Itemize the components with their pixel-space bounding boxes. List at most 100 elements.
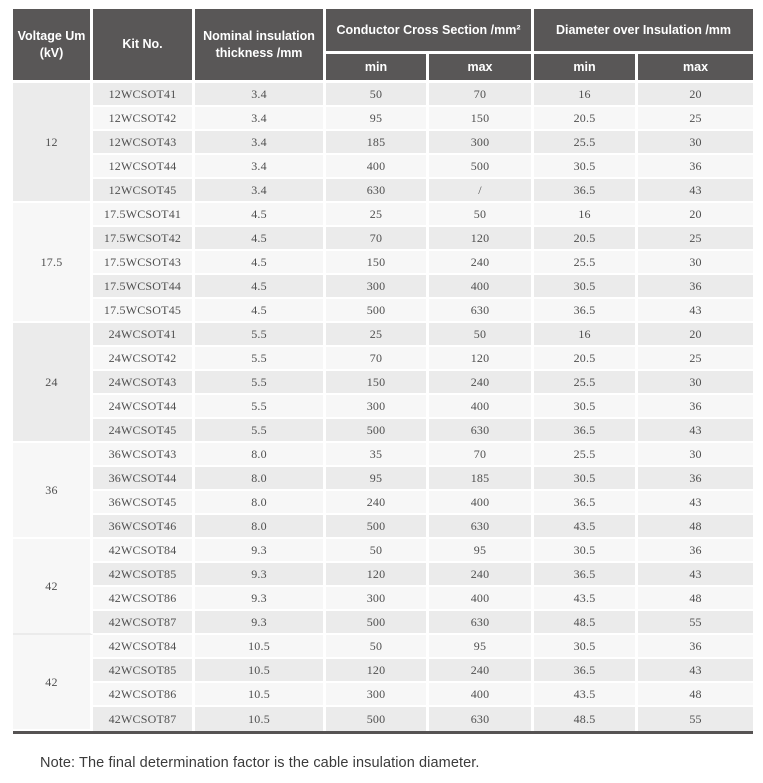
conductor-min-cell: 500: [326, 299, 429, 323]
nominal-thickness-cell: 4.5: [195, 251, 326, 275]
diameter-max-cell: 25: [638, 107, 754, 131]
diameter-max-cell: 20: [638, 323, 754, 347]
diameter-min-cell: 30.5: [534, 467, 639, 491]
subheader-conductor-min: min: [326, 54, 429, 83]
nominal-thickness-cell: 10.5: [195, 683, 326, 707]
diameter-min-cell: 30.5: [534, 395, 639, 419]
kit-no-cell: 42WCSOT84: [93, 635, 195, 659]
conductor-max-cell: 95: [429, 539, 535, 563]
conductor-max-cell: 630: [429, 515, 535, 539]
diameter-min-cell: 36.5: [534, 491, 639, 515]
kit-no-cell: 36WCSOT46: [93, 515, 195, 539]
conductor-max-cell: 400: [429, 587, 535, 611]
kit-no-cell: 17.5WCSOT45: [93, 299, 195, 323]
nominal-thickness-cell: 3.4: [195, 155, 326, 179]
conductor-max-cell: 400: [429, 395, 535, 419]
kit-no-cell: 36WCSOT43: [93, 443, 195, 467]
diameter-min-cell: 25.5: [534, 371, 639, 395]
diameter-max-cell: 30: [638, 371, 754, 395]
nominal-thickness-cell: 3.4: [195, 83, 326, 107]
nominal-thickness-cell: 9.3: [195, 563, 326, 587]
kit-no-cell: 42WCSOT85: [93, 563, 195, 587]
diameter-max-cell: 48: [638, 515, 754, 539]
diameter-min-cell: 48.5: [534, 611, 639, 635]
table-row: 24WCSOT42 5.5 70 120 20.5 25: [13, 347, 754, 371]
diameter-min-cell: 48.5: [534, 707, 639, 731]
table-row: 12WCSOT45 3.4 630/36.5 43: [13, 179, 754, 203]
conductor-max-cell: 400: [429, 275, 535, 299]
diameter-max-cell: 43: [638, 563, 754, 587]
nominal-thickness-cell: 8.0: [195, 467, 326, 491]
table-row: 42WCSOT86 10.5 300 400 43.5 48: [13, 683, 754, 707]
table-row: 42WCSOT86 9.3 300 400 43.5 48: [13, 587, 754, 611]
conductor-min-cell: 50: [326, 83, 429, 107]
kit-no-cell: 12WCSOT41: [93, 83, 195, 107]
conductor-max-cell: 120: [429, 347, 535, 371]
conductor-max-cell: /: [429, 179, 535, 203]
kit-no-cell: 17.5WCSOT43: [93, 251, 195, 275]
kit-no-cell: 17.5WCSOT41: [93, 203, 195, 227]
conductor-max-cell: 240: [429, 563, 535, 587]
table-row: 17.5WCSOT44 4.5 300 400 30.5 36: [13, 275, 754, 299]
kit-no-cell: 24WCSOT42: [93, 347, 195, 371]
table-row: 24WCSOT44 5.5 300 400 30.5 36: [13, 395, 754, 419]
col-header-nominal-thickness: Nominal insulation thickness /mm: [195, 9, 326, 83]
diameter-min-cell: 43.5: [534, 587, 639, 611]
diameter-max-cell: 25: [638, 227, 754, 251]
nominal-thickness-cell: 9.3: [195, 611, 326, 635]
conductor-min-cell: 50: [326, 635, 429, 659]
conductor-min-cell: 500: [326, 515, 429, 539]
nominal-thickness-cell: 4.5: [195, 299, 326, 323]
subheader-conductor-max: max: [429, 54, 535, 83]
diameter-max-cell: 30: [638, 443, 754, 467]
diameter-min-cell: 20.5: [534, 347, 639, 371]
conductor-max-cell: 500: [429, 155, 535, 179]
kit-no-cell: 42WCSOT84: [93, 539, 195, 563]
diameter-max-cell: 30: [638, 251, 754, 275]
conductor-min-cell: 500: [326, 611, 429, 635]
conductor-min-cell: 70: [326, 227, 429, 251]
table-row: 17.5WCSOT45 4.5 500 630 36.5 43: [13, 299, 754, 323]
nominal-thickness-cell: 9.3: [195, 539, 326, 563]
col-header-voltage: Voltage Um (kV): [13, 9, 93, 83]
nominal-thickness-cell: 9.3: [195, 587, 326, 611]
diameter-max-cell: 43: [638, 179, 754, 203]
diameter-min-cell: 36.5: [534, 659, 639, 683]
diameter-max-cell: 55: [638, 611, 754, 635]
diameter-min-cell: 30.5: [534, 635, 639, 659]
kit-no-cell: 42WCSOT86: [93, 587, 195, 611]
col-header-diameter-over-insulation: Diameter over Insulation /mm: [534, 9, 754, 54]
conductor-max-cell: 50: [429, 323, 535, 347]
nominal-thickness-cell: 3.4: [195, 107, 326, 131]
nominal-thickness-cell: 5.5: [195, 395, 326, 419]
conductor-min-cell: 500: [326, 419, 429, 443]
conductor-min-cell: 185: [326, 131, 429, 155]
conductor-min-cell: 70: [326, 347, 429, 371]
voltage-group-cell: 12: [13, 83, 93, 203]
conductor-max-cell: 240: [429, 251, 535, 275]
kit-no-cell: 24WCSOT41: [93, 323, 195, 347]
diameter-min-cell: 36.5: [534, 179, 639, 203]
diameter-min-cell: 25.5: [534, 443, 639, 467]
table-row: 42WCSOT85 9.3 120 240 36.5 43: [13, 563, 754, 587]
conductor-min-cell: 50: [326, 539, 429, 563]
nominal-thickness-cell: 8.0: [195, 515, 326, 539]
kit-no-cell: 12WCSOT42: [93, 107, 195, 131]
diameter-max-cell: 43: [638, 299, 754, 323]
kit-no-cell: 12WCSOT45: [93, 179, 195, 203]
conductor-min-cell: 300: [326, 683, 429, 707]
conductor-min-cell: 630: [326, 179, 429, 203]
table-header: Voltage Um (kV) Kit No. Nominal insulati…: [13, 9, 754, 83]
conductor-max-cell: 630: [429, 611, 535, 635]
table-row: 42 42WCSOT84 10.5 50 95 30.5 36: [13, 635, 754, 731]
conductor-min-cell: 25: [326, 323, 429, 347]
kit-no-cell: 12WCSOT43: [93, 131, 195, 155]
table-row: 42 42WCSOT84 9.3 50 95 30.5 36: [13, 539, 754, 635]
table-row: 12WCSOT43 3.4 185 300 25.5 30: [13, 131, 754, 155]
diameter-max-cell: 55: [638, 707, 754, 731]
conductor-max-cell: 630: [429, 707, 535, 731]
table-row: 42WCSOT87 9.3 500 630 48.5 55: [13, 611, 754, 635]
diameter-max-cell: 36: [638, 467, 754, 491]
kit-no-cell: 36WCSOT44: [93, 467, 195, 491]
kit-no-cell: 42WCSOT86: [93, 683, 195, 707]
